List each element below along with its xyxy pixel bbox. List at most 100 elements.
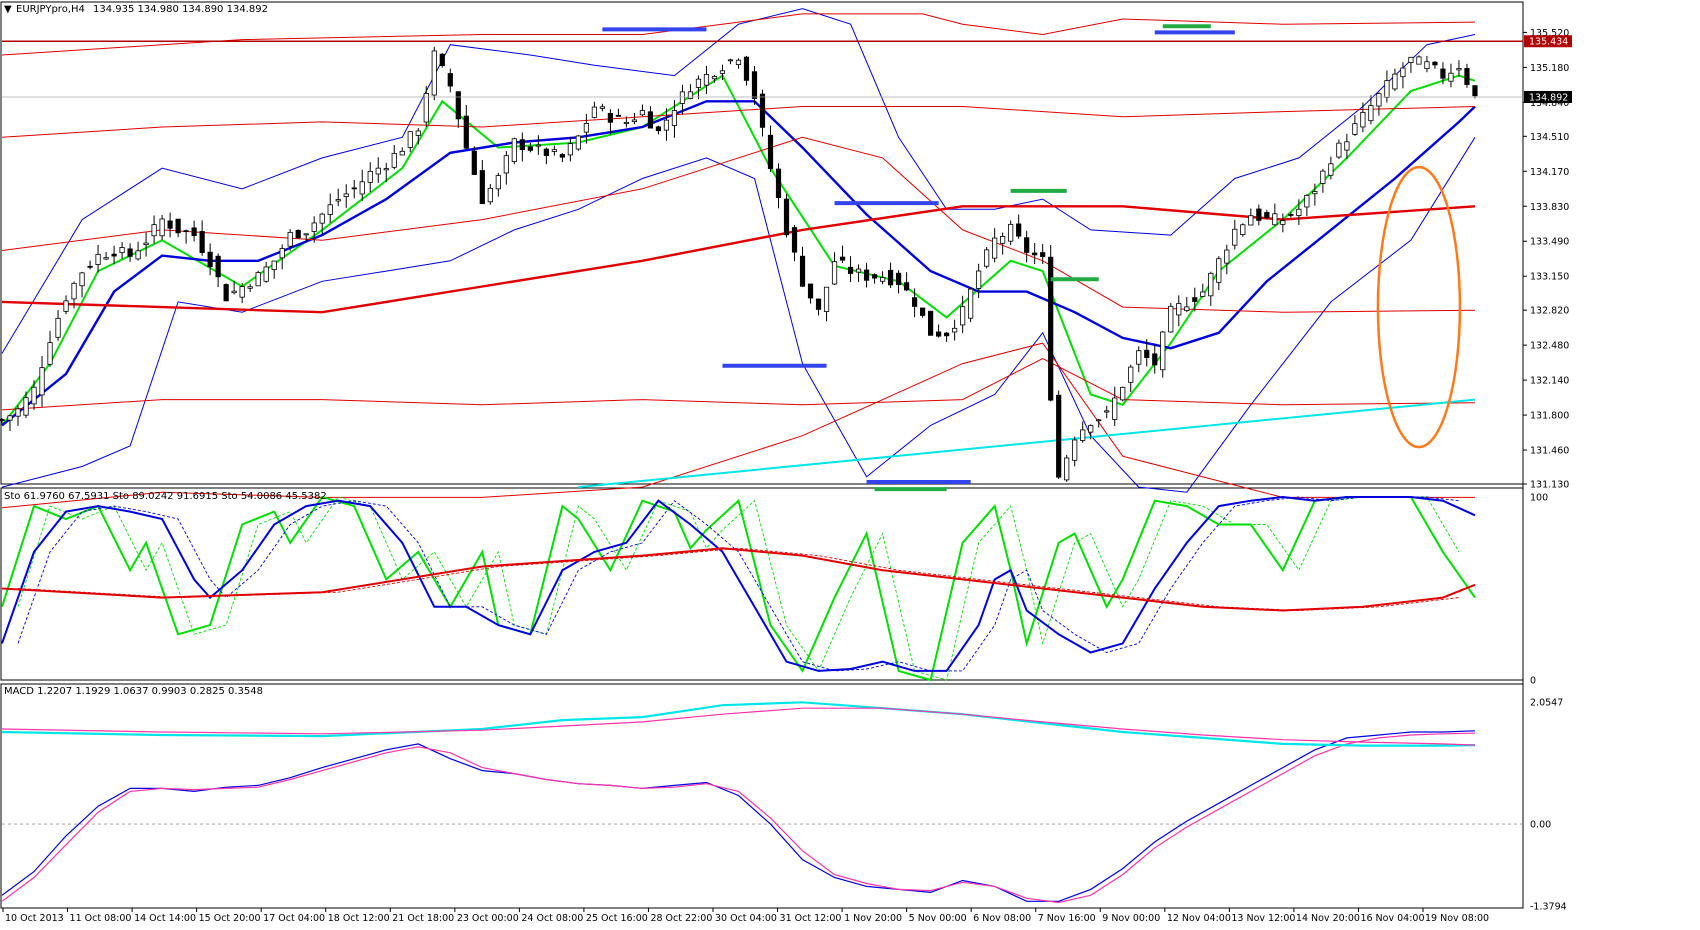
candle-body <box>143 242 149 246</box>
symbol-label: EURJPYpro,H4 <box>16 4 85 15</box>
candle-body <box>623 121 630 124</box>
candle-body <box>823 286 830 312</box>
candle <box>1296 199 1302 225</box>
candle-body <box>87 265 93 268</box>
candle-body <box>1168 305 1174 333</box>
candle-body <box>847 266 854 274</box>
candle <box>1272 203 1278 226</box>
candle <box>903 272 910 292</box>
candle <box>495 172 501 197</box>
candle <box>127 243 133 262</box>
candle <box>191 220 197 242</box>
candle-body <box>775 168 782 199</box>
macd-series-cyan-2 <box>1 701 1476 747</box>
candle-body <box>503 155 509 174</box>
candle <box>1456 60 1462 77</box>
candle <box>1176 295 1182 327</box>
x-tick-label: 23 Oct 00:00 <box>457 913 519 924</box>
candle <box>591 101 597 119</box>
candle-body <box>1040 252 1046 258</box>
macd-frame <box>0 683 1524 909</box>
price-tick-label: 132.820 <box>1530 306 1569 317</box>
candle <box>519 132 525 162</box>
candle-body <box>799 255 806 287</box>
stoch-signal-green-0 <box>17 496 1460 681</box>
candle-body <box>223 284 229 302</box>
candle <box>711 74 718 83</box>
candle <box>1216 256 1222 290</box>
candle-body <box>551 149 557 152</box>
candle <box>871 273 878 284</box>
candle-body <box>567 143 573 156</box>
candle-body <box>543 148 549 156</box>
candle <box>383 162 389 183</box>
x-tick-label: 25 Oct 16:00 <box>586 913 648 924</box>
candle-body <box>39 367 45 396</box>
macd-tick-label: 0.00 <box>1530 820 1551 831</box>
candle-body <box>263 266 269 282</box>
candle <box>695 75 702 100</box>
candle-body <box>7 415 13 421</box>
candle <box>535 135 541 155</box>
candle-body <box>311 222 317 232</box>
candle-body <box>303 233 309 236</box>
candle-body <box>1056 394 1062 478</box>
candle <box>119 242 125 259</box>
candle-body <box>231 290 237 294</box>
resistance-price-tag <box>1524 35 1572 48</box>
candle-body <box>1360 111 1366 128</box>
candle <box>607 109 614 135</box>
candle <box>631 112 638 125</box>
price-tick-label: 134.840 <box>1530 98 1569 109</box>
candle <box>839 245 846 263</box>
price-overlay-band-lower-3 <box>1 137 1476 493</box>
candle-body <box>479 170 485 205</box>
candle-body <box>719 70 726 74</box>
candle <box>727 58 734 65</box>
x-tick-label: 10 Oct 2013 <box>5 913 64 924</box>
candle-body <box>1248 215 1254 226</box>
candle-body <box>679 91 686 104</box>
candle <box>783 193 790 238</box>
price-tick-label: 134.170 <box>1530 167 1569 178</box>
candle <box>887 262 894 288</box>
candle-body <box>1304 194 1310 208</box>
price-panel[interactable] <box>0 8 1523 509</box>
candle-body <box>807 283 814 299</box>
candle-body <box>151 224 157 237</box>
candle-body <box>207 251 213 268</box>
dropdown-triangle-icon[interactable]: ▼ <box>4 4 12 15</box>
candle <box>1328 156 1334 180</box>
candle <box>1192 287 1198 312</box>
candle-body <box>1184 306 1190 312</box>
candle-body <box>335 199 341 202</box>
candle <box>359 169 365 201</box>
candle-body <box>1200 291 1206 297</box>
macd-panel[interactable] <box>1 701 1523 904</box>
candle <box>407 131 413 153</box>
candle-body <box>895 272 902 285</box>
stochastic-y-axis: 100 0 <box>1530 493 1548 687</box>
candle-body <box>159 218 165 237</box>
candle-body <box>1016 223 1022 237</box>
candle-body <box>968 288 974 319</box>
candle-body <box>1312 191 1318 195</box>
candle-body <box>455 91 461 120</box>
candle <box>1240 223 1246 237</box>
candle-body <box>751 71 758 99</box>
candle <box>639 104 646 116</box>
candle <box>1016 214 1022 239</box>
candle <box>303 233 309 243</box>
price-tick-label: 135.520 <box>1530 28 1569 39</box>
candle-body <box>15 408 21 417</box>
candle-body <box>960 306 966 326</box>
candle-body <box>631 119 638 123</box>
x-tick-label: 5 Nov 00:00 <box>909 913 967 924</box>
candle-body <box>383 168 389 171</box>
candle-body <box>519 139 525 150</box>
candle <box>1384 70 1390 103</box>
stochastic-panel[interactable] <box>1 495 1476 682</box>
candle-body <box>351 187 357 190</box>
